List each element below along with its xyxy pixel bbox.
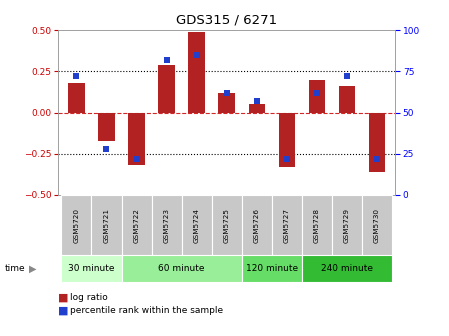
Text: percentile rank within the sample: percentile rank within the sample bbox=[70, 306, 223, 315]
Bar bbox=[279, 113, 295, 167]
Text: GSM5721: GSM5721 bbox=[103, 208, 110, 243]
Text: GSM5730: GSM5730 bbox=[374, 208, 380, 243]
Bar bbox=[128, 113, 145, 165]
Bar bbox=[332, 195, 362, 255]
Bar bbox=[122, 255, 242, 282]
Bar bbox=[98, 113, 115, 140]
Text: ■: ■ bbox=[58, 306, 69, 316]
Bar bbox=[242, 255, 302, 282]
Text: GSM5728: GSM5728 bbox=[314, 208, 320, 243]
Bar bbox=[308, 80, 325, 113]
Bar bbox=[249, 104, 265, 113]
Bar bbox=[122, 195, 152, 255]
Text: 120 minute: 120 minute bbox=[246, 264, 298, 273]
Text: GSM5726: GSM5726 bbox=[254, 208, 260, 243]
Text: GSM5722: GSM5722 bbox=[133, 208, 140, 243]
Text: 30 minute: 30 minute bbox=[68, 264, 114, 273]
Text: GSM5724: GSM5724 bbox=[194, 208, 200, 243]
Bar bbox=[212, 195, 242, 255]
Bar bbox=[182, 195, 212, 255]
Bar bbox=[152, 195, 182, 255]
Bar bbox=[68, 83, 85, 113]
Bar bbox=[62, 195, 92, 255]
Bar bbox=[362, 195, 392, 255]
Text: ■: ■ bbox=[58, 292, 69, 302]
Text: GSM5729: GSM5729 bbox=[344, 208, 350, 243]
Text: 60 minute: 60 minute bbox=[158, 264, 205, 273]
Bar bbox=[62, 255, 122, 282]
Text: GSM5720: GSM5720 bbox=[73, 208, 79, 243]
Text: GSM5723: GSM5723 bbox=[163, 208, 170, 243]
Text: 240 minute: 240 minute bbox=[321, 264, 373, 273]
Bar bbox=[92, 195, 122, 255]
Bar bbox=[219, 93, 235, 113]
Bar bbox=[242, 195, 272, 255]
Bar bbox=[272, 195, 302, 255]
Text: GSM5727: GSM5727 bbox=[284, 208, 290, 243]
Bar bbox=[339, 86, 355, 113]
Bar bbox=[189, 32, 205, 113]
Text: GSM5725: GSM5725 bbox=[224, 208, 230, 243]
Bar bbox=[369, 113, 385, 172]
Text: ▶: ▶ bbox=[29, 264, 37, 274]
Bar bbox=[302, 255, 392, 282]
Bar bbox=[302, 195, 332, 255]
Text: time: time bbox=[4, 264, 25, 273]
Text: log ratio: log ratio bbox=[70, 293, 107, 302]
Bar bbox=[158, 65, 175, 113]
Text: GDS315 / 6271: GDS315 / 6271 bbox=[176, 13, 277, 27]
